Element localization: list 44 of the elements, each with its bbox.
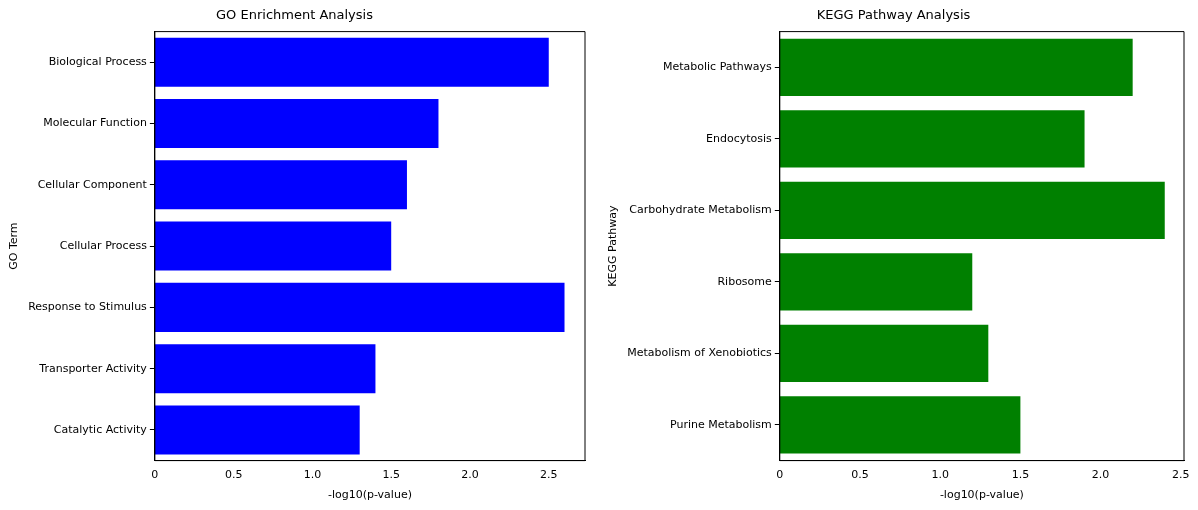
- x-tick-label: 2.0: [1091, 468, 1110, 482]
- y-tick-label: Transporter Activity: [38, 361, 148, 375]
- x-tick-label: 1.5: [382, 468, 400, 482]
- y-tick-label: Purine Metabolism: [669, 417, 772, 431]
- bar: [154, 344, 376, 394]
- bar: [154, 282, 565, 332]
- x-axis-title: -log10(p-value): [939, 488, 1024, 502]
- x-tick-label: 0: [776, 468, 784, 482]
- y-tick-label: Cellular Process: [59, 238, 148, 252]
- y-tick-label: Cellular Component: [37, 177, 148, 191]
- bar: [154, 160, 407, 210]
- y-axis-title: GO Term: [7, 222, 21, 270]
- x-tick-label: 0.5: [224, 468, 243, 482]
- bar: [154, 405, 360, 455]
- bar: [779, 324, 989, 382]
- bar: [154, 37, 549, 87]
- bar: [779, 396, 1021, 454]
- x-tick-label: 2.5: [1172, 468, 1190, 482]
- bar: [154, 99, 439, 149]
- x-tick-label: 1.0: [303, 468, 322, 482]
- y-tick-label: Biological Process: [48, 55, 148, 69]
- x-tick-label: 0: [151, 468, 159, 482]
- chart-title: GO Enrichment Analysis: [216, 7, 374, 23]
- bar: [779, 38, 1133, 96]
- y-tick-label: Metabolism of Xenobiotics: [627, 346, 773, 360]
- y-tick-label: Catalytic Activity: [53, 422, 148, 436]
- x-axis-title: -log10(p-value): [327, 488, 412, 502]
- bar: [779, 181, 1165, 239]
- x-tick-label: 1.5: [1011, 468, 1030, 482]
- y-tick-label: Response to Stimulus: [28, 300, 148, 314]
- chart-title: KEGG Pathway Analysis: [816, 7, 971, 23]
- x-tick-label: 0.5: [851, 468, 869, 482]
- bar: [779, 253, 973, 311]
- x-tick-label: 1.0: [931, 468, 949, 482]
- y-tick-label: Ribosome: [717, 274, 773, 288]
- y-tick-label: Carbohydrate Metabolism: [629, 203, 772, 217]
- x-tick-label: 2.5: [540, 468, 558, 482]
- bar: [779, 110, 1085, 168]
- y-tick-label: Molecular Function: [43, 116, 147, 130]
- y-axis-title: KEGG Pathway: [606, 205, 620, 287]
- y-tick-label: Endocytosis: [706, 131, 773, 145]
- y-tick-label: Metabolic Pathways: [662, 60, 773, 74]
- bar: [154, 221, 392, 271]
- x-tick-label: 2.0: [461, 468, 479, 482]
